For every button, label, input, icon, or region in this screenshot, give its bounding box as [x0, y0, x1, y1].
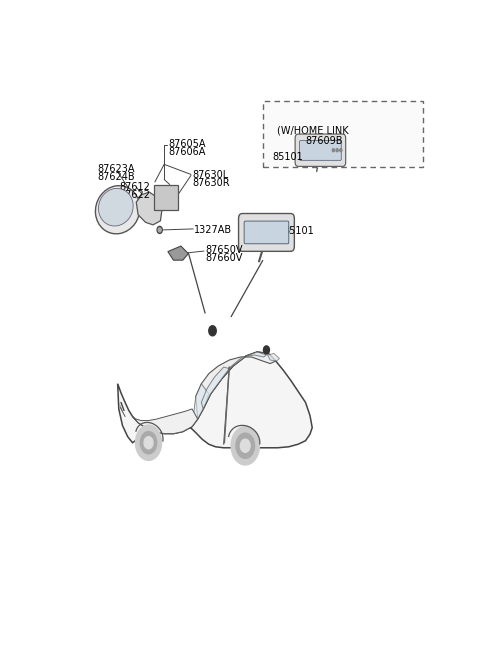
Polygon shape — [132, 409, 198, 434]
FancyBboxPatch shape — [300, 141, 341, 160]
Text: 87612: 87612 — [120, 182, 150, 192]
Circle shape — [144, 437, 153, 449]
Text: 87650V: 87650V — [205, 245, 242, 255]
Polygon shape — [192, 384, 209, 426]
Circle shape — [336, 149, 338, 152]
Text: 87606A: 87606A — [168, 147, 205, 157]
Ellipse shape — [98, 189, 133, 226]
Text: 87630L: 87630L — [192, 170, 228, 180]
Circle shape — [209, 326, 216, 336]
Text: 1327AB: 1327AB — [194, 225, 232, 235]
Text: 85101: 85101 — [272, 152, 303, 162]
Text: 87660V: 87660V — [205, 253, 242, 263]
Polygon shape — [118, 352, 312, 448]
Text: 85101: 85101 — [283, 226, 314, 236]
Circle shape — [236, 433, 254, 458]
Ellipse shape — [96, 185, 140, 234]
Polygon shape — [136, 192, 162, 225]
Circle shape — [135, 425, 162, 460]
Circle shape — [340, 149, 342, 152]
FancyBboxPatch shape — [154, 185, 178, 210]
Text: 87622: 87622 — [120, 189, 151, 200]
Polygon shape — [202, 367, 229, 409]
Text: 87609B: 87609B — [305, 136, 343, 146]
Text: 87605A: 87605A — [168, 139, 205, 149]
Circle shape — [264, 346, 269, 354]
FancyBboxPatch shape — [244, 221, 289, 244]
Circle shape — [240, 440, 250, 453]
Text: (W/HOME LINK
   SYSTEM): (W/HOME LINK SYSTEM) — [277, 125, 349, 147]
Polygon shape — [267, 354, 279, 361]
Text: 87624B: 87624B — [97, 172, 135, 182]
FancyBboxPatch shape — [239, 214, 294, 252]
FancyBboxPatch shape — [295, 134, 346, 166]
FancyBboxPatch shape — [263, 102, 423, 167]
Text: 87623A: 87623A — [97, 164, 135, 174]
Circle shape — [157, 227, 162, 233]
Circle shape — [332, 149, 335, 152]
Circle shape — [231, 426, 259, 465]
Circle shape — [140, 432, 157, 454]
Text: 87630R: 87630R — [192, 178, 230, 188]
Polygon shape — [229, 352, 266, 369]
Polygon shape — [196, 352, 276, 419]
Polygon shape — [168, 246, 188, 260]
Circle shape — [158, 228, 161, 232]
